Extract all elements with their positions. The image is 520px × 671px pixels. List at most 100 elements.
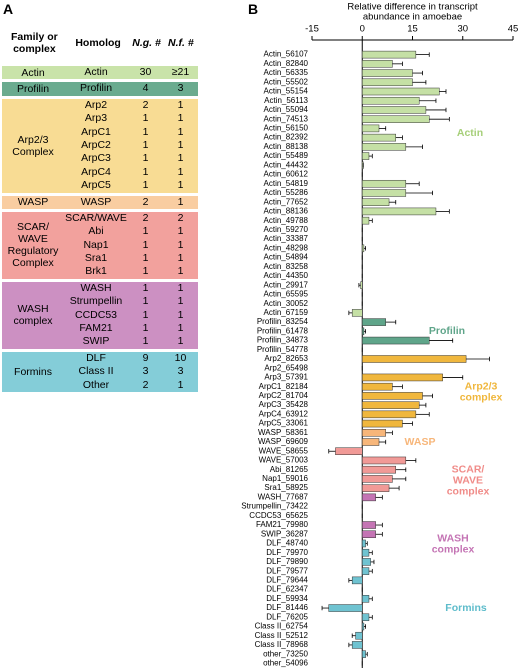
x-tick-label: 45: [508, 24, 519, 35]
table-row: Profilin 4 3: [64, 82, 198, 95]
table-cell: 1: [177, 179, 184, 192]
bar: [362, 401, 420, 409]
group-label: Arp2/3: [465, 380, 498, 392]
bar: [362, 198, 390, 206]
table-cell: 2: [142, 98, 149, 111]
table-cell: Other: [82, 378, 110, 391]
bar: [362, 336, 430, 345]
table-cell: 3: [177, 365, 184, 378]
bar: [362, 475, 393, 483]
y-tick-label: ArpC5_33061: [259, 419, 309, 428]
table-cell: Abi: [88, 225, 104, 238]
y-tick-label: DLF_62347: [266, 585, 308, 594]
table-cell: 1: [177, 98, 184, 111]
panel-letter: B: [248, 1, 259, 17]
table-cell: 1: [177, 295, 184, 308]
bar: [362, 613, 370, 622]
y-tick-label: DLF_79970: [266, 548, 308, 557]
table-cell: 1: [177, 165, 184, 178]
bar: [362, 78, 413, 87]
y-tick-label: ArpC4_63912: [259, 409, 309, 418]
bar: [362, 50, 417, 59]
bar: [362, 438, 380, 446]
bar: [362, 115, 430, 123]
table-row: Actin 30 ≥21: [64, 66, 198, 79]
y-tick-label: Actin_56150: [264, 124, 309, 133]
table-group: SCAR/ WAVE Regulatory Complex SCAR/WAVE 2 2…: [2, 211, 198, 282]
group-rows: WASP 2 1: [64, 196, 198, 209]
table-cell: 1: [177, 252, 184, 265]
bar: [362, 133, 396, 142]
group-label: SCAR/: [452, 463, 485, 475]
bar: [362, 216, 370, 225]
y-tick-label: Strumpellin_73422: [241, 502, 308, 511]
y-tick-label: Actin_55094: [264, 105, 309, 114]
table-cell: 1: [142, 225, 149, 238]
table-cell: 1: [177, 152, 184, 165]
group-rows: Arp2 2 1 Arp3 1 1 ArpC1 1 1 ArpC2 1 1 ArpC3 1 1 ArpC4 1 1…: [64, 99, 198, 193]
table-cell: 1: [177, 195, 184, 208]
y-tick-label: Actin_59270: [264, 225, 309, 234]
table-group: WASP WASP 2 1: [2, 195, 198, 212]
bar: [362, 152, 370, 160]
x-tick-label: 0: [360, 24, 365, 35]
header-cell: Family or complex: [11, 31, 58, 55]
table-header: Family or complex Homolog N.g. # N.f. #: [2, 22, 198, 66]
y-tick-label: DLF_81446: [266, 603, 308, 612]
y-tick-label: Actin_56335: [264, 68, 309, 77]
group-label: WAVE: [453, 474, 483, 486]
y-tick-label: Actin_56107: [264, 50, 309, 59]
bar: [362, 124, 380, 133]
header-cell: N.f. #: [168, 37, 194, 49]
bar: [362, 318, 386, 326]
table-group: Profilin Profilin 4 3: [2, 82, 198, 99]
table-cell: ArpC4: [81, 165, 111, 178]
y-tick-label: WASP_69609: [258, 437, 309, 446]
y-tick-label: Actin_83258: [264, 262, 309, 271]
table-cell: ≥21: [171, 66, 190, 78]
table-group: Actin Actin 30 ≥21: [2, 66, 198, 83]
group-rows: DLF 9 10 Class II 3 3 Other 2 1: [64, 352, 198, 392]
bar: [362, 106, 427, 114]
y-tick-label: Sra1_58925: [264, 483, 308, 492]
bar: [362, 87, 440, 96]
table-cell: Sra1: [84, 252, 108, 265]
table-cell: 1: [177, 138, 184, 151]
group-rows: Profilin 4 3: [64, 82, 198, 95]
table: Family or complex Homolog N.g. # N.f. # Acti…: [2, 22, 198, 395]
axis-title: Relative difference in transcript: [347, 2, 478, 13]
x-tick-label: 15: [407, 24, 418, 35]
table-cell: Brk1: [85, 265, 107, 278]
table-cell: DLF: [86, 351, 106, 364]
table-cell: CCDC53: [74, 308, 117, 321]
bar: [362, 392, 423, 400]
y-tick-label: Actin_65595: [264, 290, 309, 299]
y-tick-label: Actin_48298: [264, 243, 309, 252]
bar: [360, 281, 363, 289]
bar: [362, 429, 386, 437]
bar: [362, 622, 365, 631]
bar: [362, 143, 407, 151]
y-tick-label: SWIP_36287: [261, 529, 309, 538]
table-cell: 1: [177, 308, 184, 321]
bar: [362, 493, 376, 502]
family-cell: WASP: [17, 196, 49, 209]
table-row: WASH 1 1: [64, 282, 198, 295]
table-cell: 1: [177, 265, 184, 278]
bar: [362, 521, 376, 529]
table-cell: 1: [177, 112, 184, 125]
y-tick-label: Actin_55154: [264, 87, 309, 96]
table-cell: SCAR/WAVE: [65, 211, 127, 224]
group-label: complex: [460, 391, 503, 403]
table-row: Sra1 1 1: [64, 252, 198, 265]
table-row: ArpC5 1 1: [64, 179, 198, 192]
y-tick-label: Arp2_65498: [264, 363, 308, 372]
table-cell: 1: [177, 378, 184, 391]
table-row: FAM21 1 1: [64, 322, 198, 335]
group-label: complex: [447, 485, 490, 497]
x-tick-label: -15: [305, 24, 319, 35]
y-tick-label: ArpC3_35428: [259, 400, 309, 409]
table-cell: SWIP: [82, 335, 110, 348]
y-tick-label: Actin_55286: [264, 188, 309, 197]
